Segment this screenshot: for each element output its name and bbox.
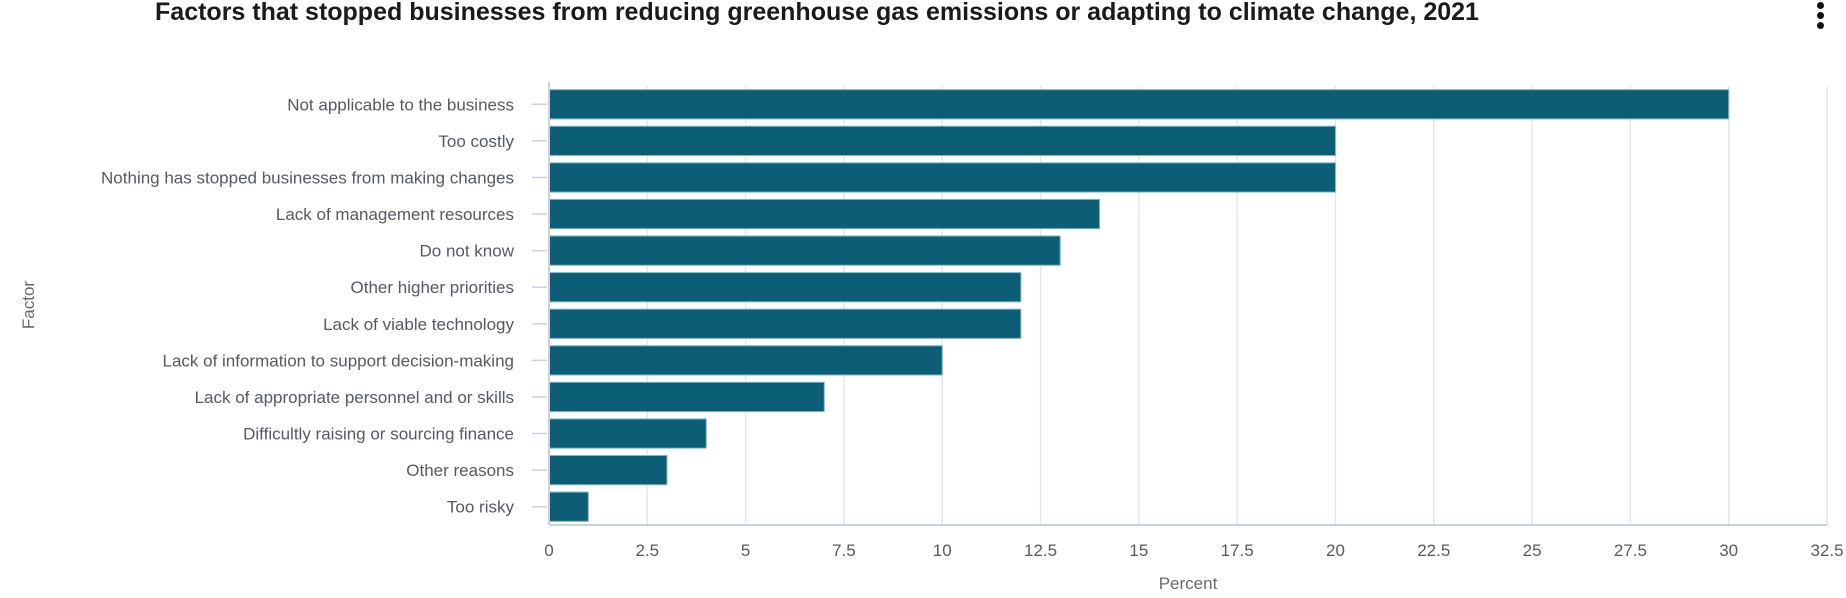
x-axis: 0 2.5 5 7.5 10 12.5 15 17.5 20 22.5 25 27.5 30 32.5: [544, 524, 1844, 560]
x-tick-label: 25: [1523, 541, 1542, 560]
bar[interactable]: [548, 235, 1061, 266]
x-tick-label: 2.5: [635, 541, 659, 560]
vertical-ellipsis-icon: [1812, 2, 1828, 29]
x-tick-label: 32.5: [1810, 541, 1843, 560]
y-category-label: Not applicable to the business: [287, 95, 514, 114]
x-tick-label: 17.5: [1221, 541, 1254, 560]
y-category-label: Other reasons: [406, 461, 514, 480]
y-axis-title: Factor: [19, 281, 38, 330]
y-category-label: Lack of appropriate personnel and or ski…: [195, 388, 514, 407]
x-tick-label: 27.5: [1614, 541, 1647, 560]
bars: [548, 89, 1730, 522]
x-tick-label: 20: [1326, 541, 1345, 560]
bar[interactable]: [548, 381, 825, 413]
bar[interactable]: [548, 454, 668, 486]
x-tick-label: 7.5: [832, 541, 856, 560]
x-axis-title: Percent: [1159, 574, 1218, 593]
bar[interactable]: [548, 418, 707, 449]
y-category-label: Too costly: [438, 132, 514, 151]
x-tick-label: 30: [1719, 541, 1738, 560]
x-tick-label: 15: [1129, 541, 1148, 560]
bar[interactable]: [548, 491, 589, 522]
bar[interactable]: [548, 89, 1730, 120]
x-tick-label: 0: [544, 541, 553, 560]
y-category-label: Do not know: [420, 242, 515, 261]
bar[interactable]: [548, 198, 1101, 230]
bar[interactable]: [548, 345, 943, 376]
bar[interactable]: [548, 308, 1022, 339]
bar[interactable]: [548, 125, 1336, 157]
chart-title: Factors that stopped businesses from red…: [155, 0, 1479, 26]
y-category-label: Lack of viable technology: [323, 315, 514, 334]
y-category-label: Lack of management resources: [276, 205, 514, 224]
bar[interactable]: [548, 272, 1022, 303]
gridlines: [548, 86, 1828, 525]
y-category-label: Too risky: [447, 498, 515, 517]
bar[interactable]: [548, 162, 1336, 193]
y-category-label: Difficultly raising or sourcing finance: [243, 425, 514, 444]
y-category-label: Lack of information to support decision-…: [162, 351, 514, 370]
x-tick-label: 5: [741, 541, 750, 560]
y-axis: Not applicable to the business Too costly…: [101, 82, 550, 525]
x-tick-label: 22.5: [1417, 541, 1450, 560]
x-tick-label: 12.5: [1024, 541, 1057, 560]
chart-menu-button[interactable]: [1812, 2, 1828, 34]
x-tick-label: 10: [933, 541, 952, 560]
y-category-label: Other higher priorities: [351, 278, 514, 297]
y-category-label: Nothing has stopped businesses from maki…: [101, 168, 514, 187]
